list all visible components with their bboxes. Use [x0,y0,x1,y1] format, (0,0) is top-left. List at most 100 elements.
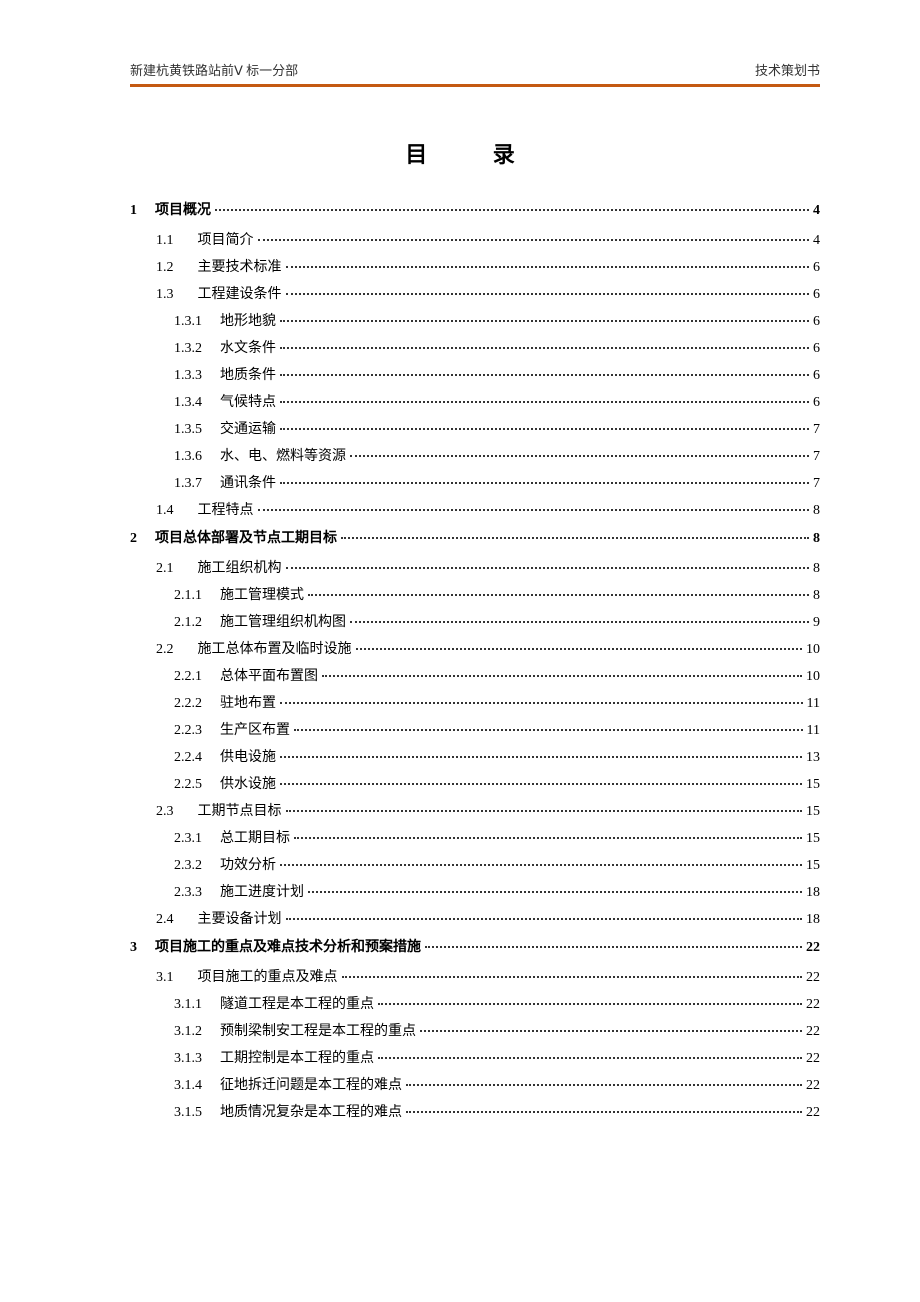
toc-entry: 3.1项目施工的重点及难点22 [130,966,820,986]
toc-entry-page: 6 [813,314,820,330]
toc-entry-page: 7 [813,422,820,438]
toc-entry: 3.1.3工期控制是本工程的重点22 [130,1047,820,1067]
toc-entry-label: 预制梁制安工程是本工程的重点 [220,1020,416,1040]
toc-entry-page: 4 [813,203,820,219]
toc-entry-number: 3.1.2 [174,1024,202,1040]
toc-entry-label: 生产区布置 [220,719,290,739]
toc-leader-dots [356,648,803,650]
toc-entry-number: 3.1.1 [174,997,202,1013]
toc-entry: 3.1.1隧道工程是本工程的重点22 [130,993,820,1013]
toc-entry: 1.3.4气候特点6 [130,391,820,411]
toc-entry-label: 驻地布置 [220,692,276,712]
toc-entry: 1.3.7通讯条件7 [130,472,820,492]
toc-entry-page: 18 [806,885,820,901]
toc-entry-label: 气候特点 [220,391,276,411]
toc-leader-dots [308,594,809,596]
toc-entry-label: 供水设施 [220,773,276,793]
toc-entry-label: 水、电、燃料等资源 [220,445,346,465]
toc-leader-dots [342,976,803,978]
toc-leader-dots [280,756,802,758]
table-of-contents: 1项目概况41.1项目简介41.2主要技术标准61.3工程建设条件61.3.1地… [130,199,820,1121]
toc-entry: 1项目概况4 [130,199,820,219]
toc-entry: 1.3.2水文条件6 [130,337,820,357]
toc-entry-page: 18 [806,912,820,928]
toc-entry-page: 7 [813,476,820,492]
toc-entry-page: 22 [806,940,820,956]
toc-leader-dots [258,509,810,511]
toc-entry-page: 11 [807,723,820,739]
toc-entry-number: 1.3.4 [174,395,202,411]
toc-entry: 3.1.4征地拆迁问题是本工程的难点22 [130,1074,820,1094]
toc-entry: 2.4主要设备计划18 [130,908,820,928]
toc-entry: 1.3.1 地形地貌 6 [130,310,820,330]
toc-entry: 2.2.4供电设施13 [130,746,820,766]
toc-entry-number: 3.1.3 [174,1051,202,1067]
toc-entry-number: 1.3.2 [174,341,202,357]
toc-leader-dots [280,864,802,866]
toc-entry-number: 2.2.5 [174,777,202,793]
toc-entry-label: 总体平面布置图 [220,665,318,685]
toc-entry-label: 工程特点 [198,499,254,519]
header-right-text: 技术策划书 [755,60,820,79]
toc-leader-dots [286,266,810,268]
toc-entry-label: 地形地貌 [220,310,276,330]
toc-entry-page: 9 [813,615,820,631]
toc-entry-label: 工期节点目标 [198,800,282,820]
toc-entry: 3.1.5地质情况复杂是本工程的难点22 [130,1101,820,1121]
toc-entry-page: 15 [806,804,820,820]
toc-entry: 1.3 工程建设条件 6 [130,283,820,303]
toc-entry-number: 2.1 [156,561,174,577]
toc-entry-page: 15 [806,831,820,847]
toc-entry-number: 3 [130,940,137,956]
toc-entry-number: 1.1 [156,233,174,249]
page-title: 目 录 [130,137,820,169]
page-header: 新建杭黄铁路站前Ⅴ 标一分部 技术策划书 [130,60,820,87]
toc-entry-number: 1.3.6 [174,449,202,465]
toc-leader-dots [280,320,809,322]
toc-entry-page: 11 [807,696,820,712]
toc-entry: 2.3.1 总工期目标 15 [130,827,820,847]
toc-entry: 2.3 工期节点目标 15 [130,800,820,820]
toc-entry: 2.2.2 驻地布置 11 [130,692,820,712]
toc-leader-dots [425,946,802,948]
toc-entry-page: 8 [813,561,820,577]
toc-leader-dots [215,209,809,211]
toc-entry: 2.2.5 供水设施 15 [130,773,820,793]
toc-leader-dots [406,1111,802,1113]
toc-entry-page: 6 [813,260,820,276]
toc-entry-label: 工期控制是本工程的重点 [220,1047,374,1067]
toc-leader-dots [280,347,809,349]
toc-leader-dots [286,293,810,295]
toc-entry-label: 地质情况复杂是本工程的难点 [220,1101,402,1121]
toc-entry-label: 主要技术标准 [198,256,282,276]
toc-entry-label: 施工组织机构 [198,557,282,577]
toc-entry-number: 2.3.1 [174,831,202,847]
toc-entry-number: 2.2.3 [174,723,202,739]
toc-entry-number: 1.3 [156,287,174,303]
toc-entry: 2.1.1施工管理模式8 [130,584,820,604]
toc-entry-page: 15 [806,777,820,793]
toc-entry-number: 1.4 [156,503,174,519]
toc-leader-dots [280,428,809,430]
toc-entry-page: 6 [813,341,820,357]
toc-leader-dots [286,567,810,569]
toc-entry: 2.1 施工组织机构 8 [130,557,820,577]
toc-entry-number: 1.3.1 [174,314,202,330]
toc-entry-label: 隧道工程是本工程的重点 [220,993,374,1013]
toc-leader-dots [350,455,809,457]
toc-entry: 2.2施工总体布置及临时设施10 [130,638,820,658]
toc-entry-page: 15 [806,858,820,874]
toc-entry: 2.2.3 生产区布置 11 [130,719,820,739]
toc-entry-number: 2 [130,531,137,547]
toc-entry-number: 2.3 [156,804,174,820]
toc-entry-number: 3.1.4 [174,1078,202,1094]
toc-entry-page: 6 [813,287,820,303]
toc-entry-number: 2.2.2 [174,696,202,712]
toc-entry-label: 施工管理组织机构图 [220,611,346,631]
toc-entry-label: 工程建设条件 [198,283,282,303]
toc-entry-number: 2.2.4 [174,750,202,766]
toc-entry-number: 2.4 [156,912,174,928]
toc-leader-dots [280,702,803,704]
toc-entry-label: 总工期目标 [220,827,290,847]
toc-entry-label: 施工进度计划 [220,881,304,901]
